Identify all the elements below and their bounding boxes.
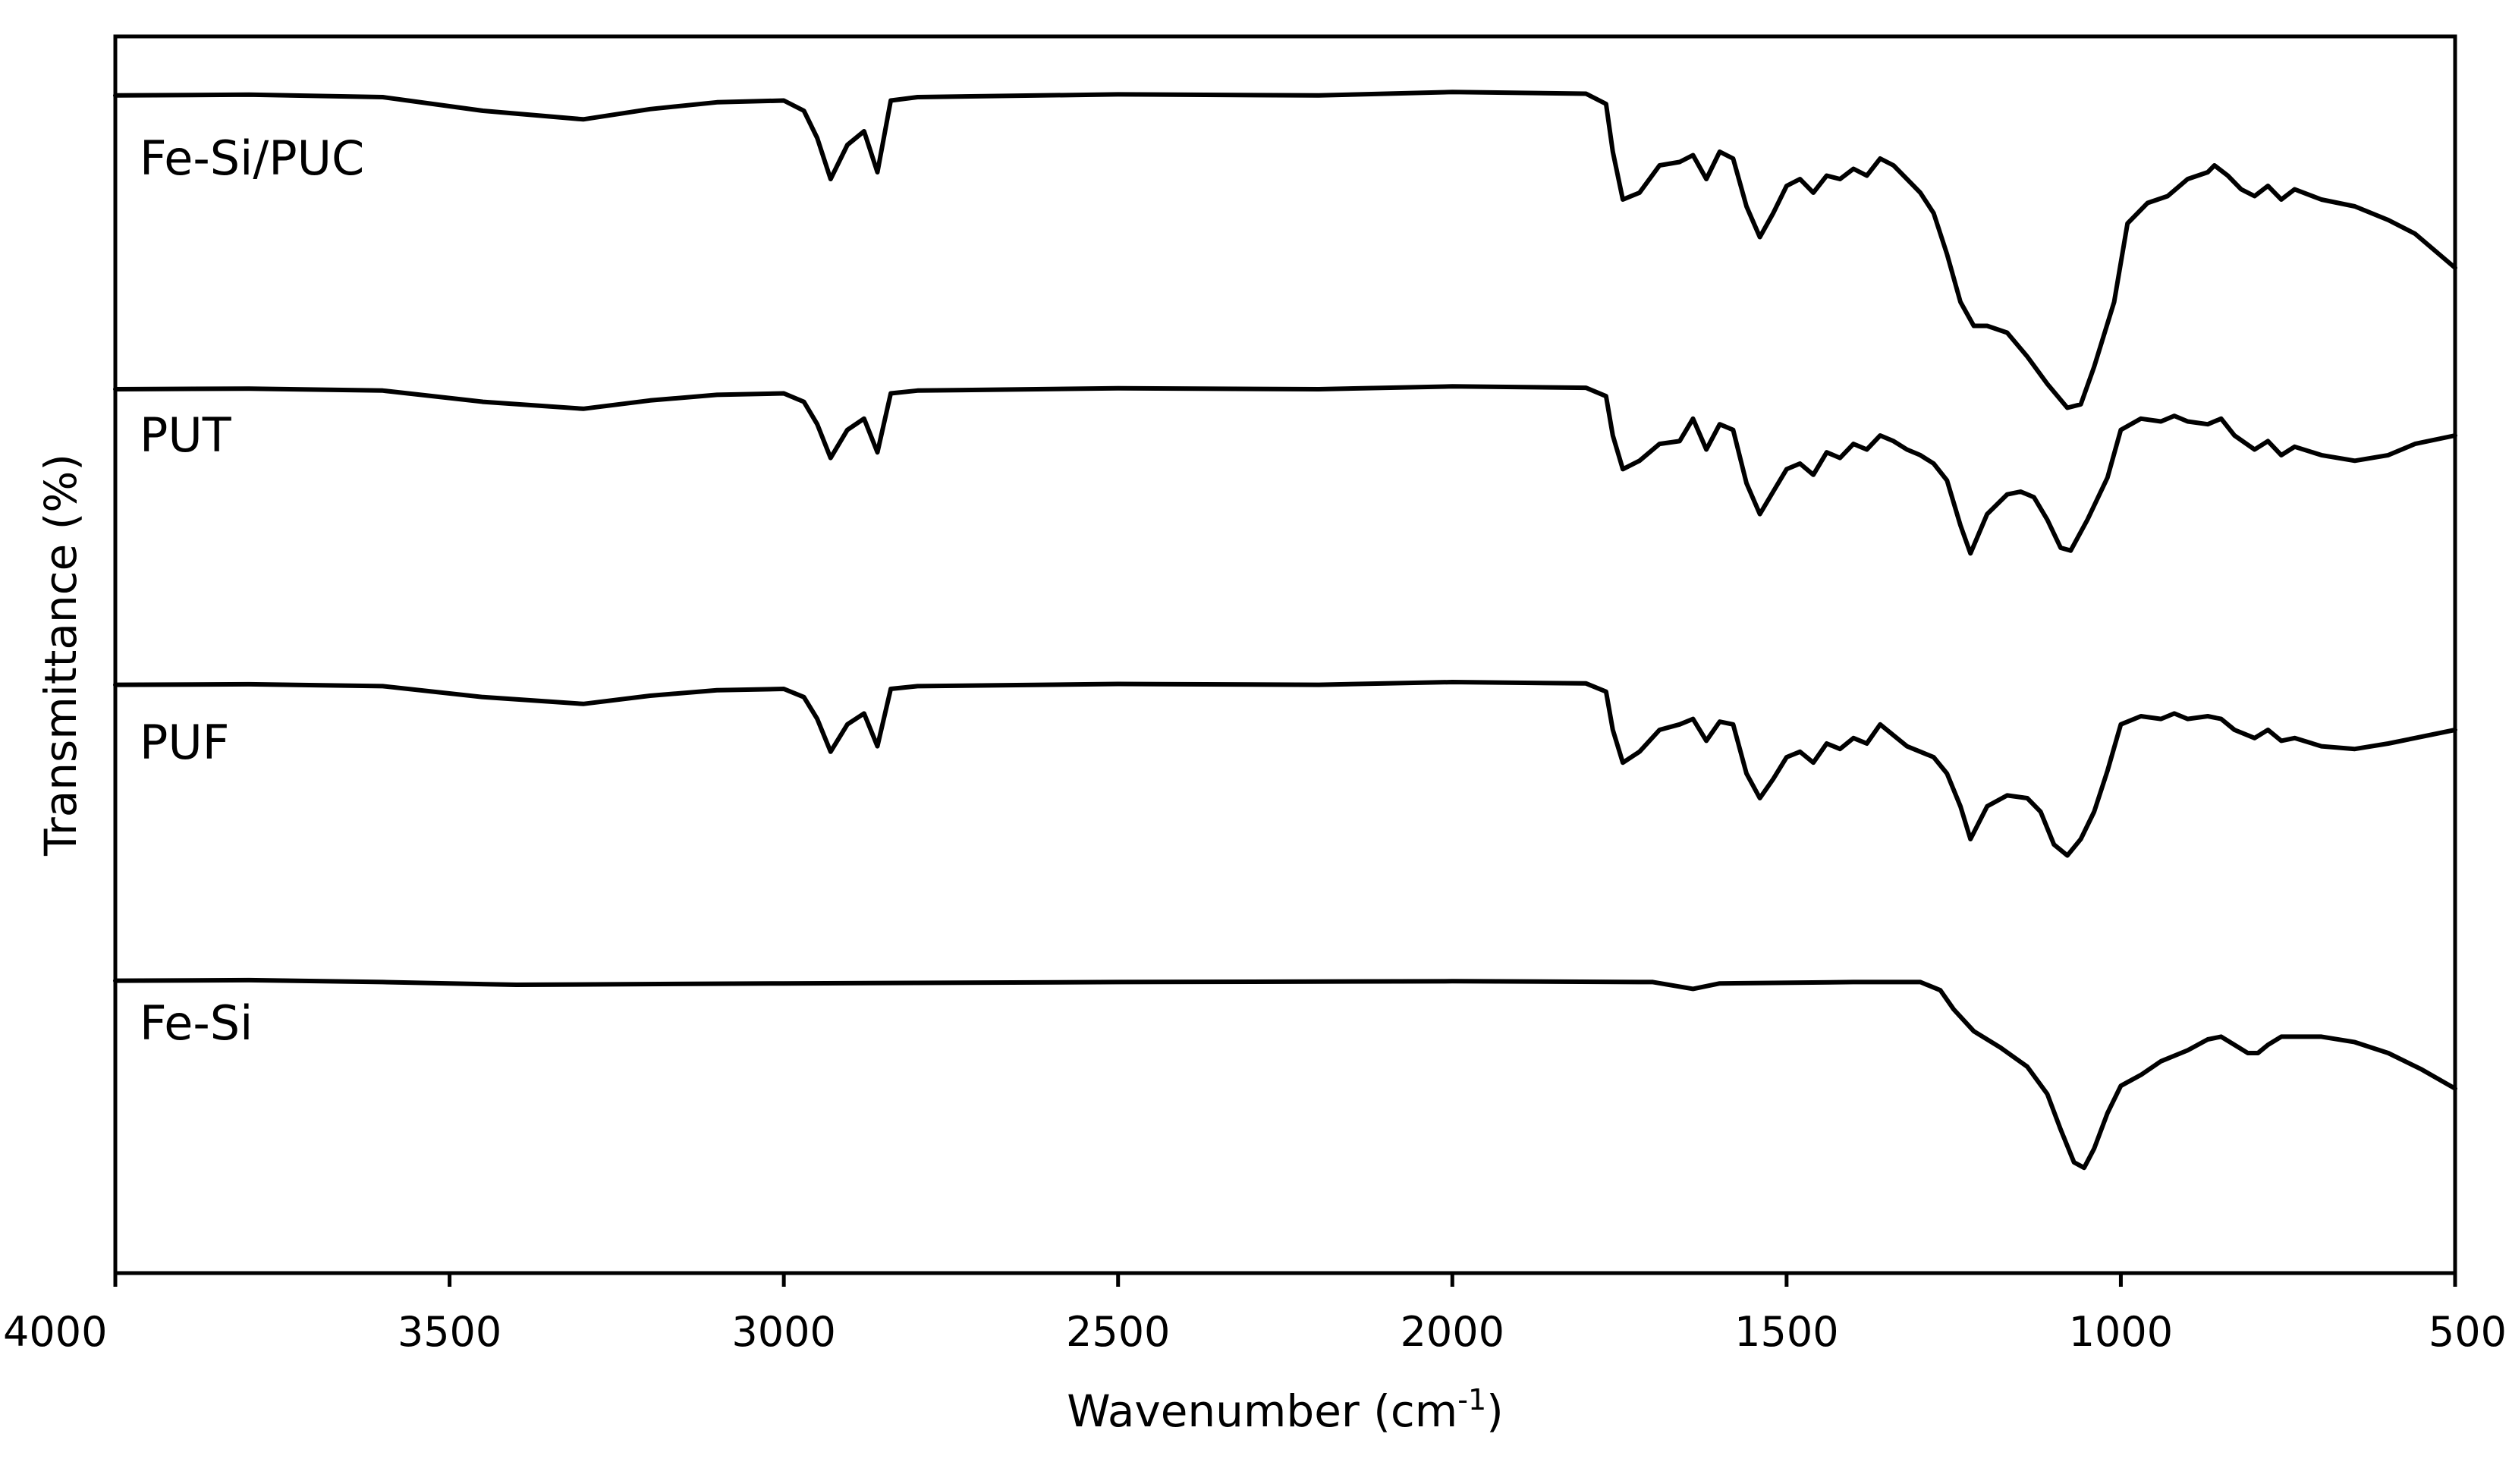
series-label-fe-si: Fe-Si (140, 995, 253, 1051)
trace-put (113, 384, 2457, 556)
x-tick-label-2500: 2500 (1066, 1308, 1170, 1356)
plot-frame (113, 34, 2457, 1275)
trace-fe-si (113, 977, 2457, 1171)
x-axis-label-unit-exp: -1 (1457, 1383, 1486, 1416)
series-labels: Fe-Si/PUC PUT PUF Fe-Si (140, 130, 364, 1051)
trace-fe-si-puc (113, 90, 2457, 410)
spectra-traces (113, 90, 2457, 1171)
x-tick-label-500: 500 (2429, 1308, 2507, 1356)
x-tick-label-3500: 3500 (398, 1308, 501, 1356)
x-axis-tick-labels: 4000 3500 3000 2500 2000 1500 1000 500 (3, 1308, 2507, 1356)
x-axis-label: Wavenumber (cm-1) (1067, 1383, 1504, 1437)
x-axis-label-unit-prefix: (cm (1373, 1385, 1457, 1437)
y-axis-label: Transmittance (%) (35, 454, 86, 857)
x-tick-label-2000: 2000 (1401, 1308, 1504, 1356)
x-tick-label-3000: 3000 (731, 1308, 835, 1356)
x-tick-label-4000: 4000 (3, 1308, 107, 1356)
x-tick-label-1500: 1500 (1734, 1308, 1838, 1356)
x-axis-label-name: Wavenumber (1067, 1385, 1360, 1437)
series-label-puf: PUF (140, 715, 229, 770)
series-label-fe-si-puc: Fe-Si/PUC (140, 130, 364, 186)
x-axis-ticks (113, 1273, 2457, 1287)
x-axis-label-unit-suffix: ) (1486, 1385, 1504, 1437)
series-label-put: PUT (140, 407, 232, 463)
x-tick-label-1000: 1000 (2069, 1308, 2173, 1356)
trace-puf (113, 680, 2457, 858)
